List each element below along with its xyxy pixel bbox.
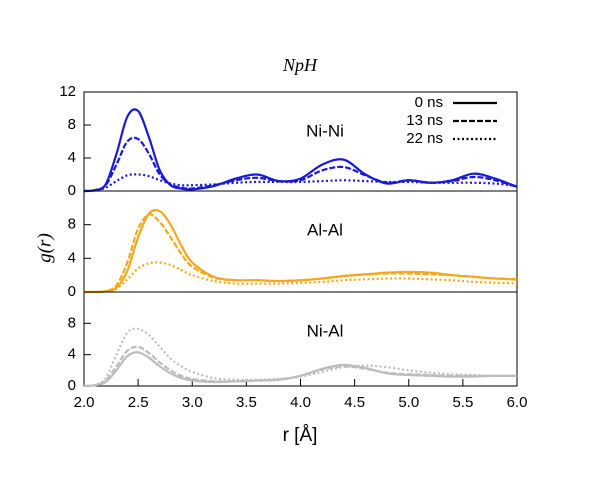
panel-label: Al-Al — [307, 220, 343, 239]
x-tick-label: 5.0 — [398, 394, 419, 411]
y-tick-label: 4 — [68, 149, 76, 166]
x-tick-label: 2.0 — [74, 394, 95, 411]
y-axis-label: g(r) — [34, 233, 55, 263]
g-r-curve — [83, 213, 518, 294]
y-tick-label: 0 — [68, 182, 76, 199]
x-tick-label: 4.5 — [344, 394, 365, 411]
plot-frame — [83, 291, 518, 387]
y-tick-label: 4 — [68, 346, 76, 363]
x-tick-label: 4.0 — [290, 394, 311, 411]
x-tick-label: 5.5 — [452, 394, 473, 411]
y-tick-label: 4 — [68, 249, 76, 266]
legend-label: 22 ns — [406, 130, 443, 147]
g-r-curve — [83, 108, 518, 193]
chart-title: NpH — [282, 55, 318, 75]
y-tick-label: 8 — [68, 314, 76, 331]
x-axis-label: r [Å] — [283, 425, 318, 446]
panel-label: Ni-Ni — [306, 121, 344, 140]
g-r-curve — [83, 261, 518, 294]
x-tick-label: 3.0 — [182, 394, 203, 411]
plot-frame — [83, 190, 518, 293]
g-r-curve — [83, 208, 518, 294]
x-tick-label: 2.5 — [128, 394, 149, 411]
y-tick-label: 8 — [68, 116, 76, 133]
legend-label: 13 ns — [406, 112, 443, 129]
legend-label: 0 ns — [415, 94, 443, 111]
g-r-curve — [83, 327, 518, 388]
g-r-curve — [83, 136, 518, 193]
panel-label: Ni-Al — [307, 321, 344, 340]
x-tick-label: 3.5 — [236, 394, 257, 411]
y-tick-label: 12 — [59, 83, 76, 100]
x-tick-label: 6.0 — [507, 394, 528, 411]
y-tick-label: 0 — [68, 377, 76, 394]
g-r-curve — [83, 173, 518, 193]
y-tick-label: 0 — [68, 283, 76, 300]
y-tick-label: 8 — [68, 216, 76, 233]
